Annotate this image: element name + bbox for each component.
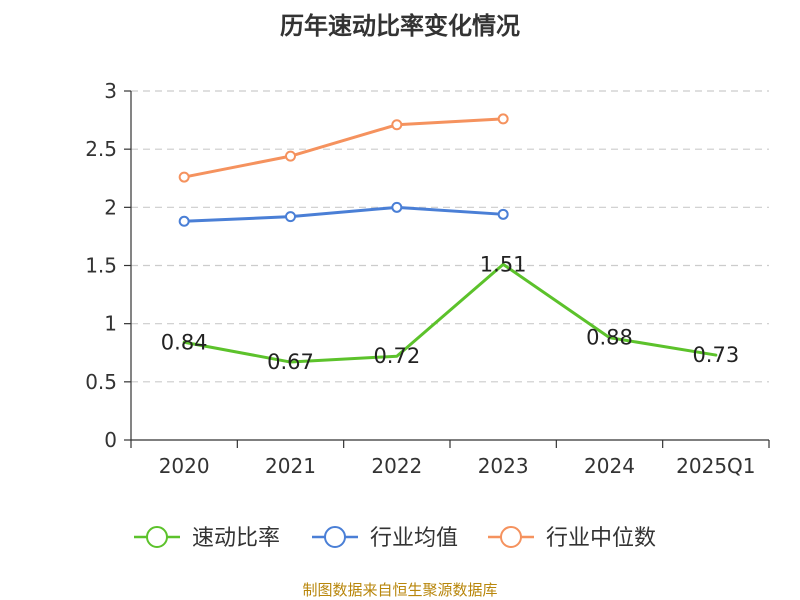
source-note: 制图数据来自恒生聚源数据库	[302, 581, 498, 599]
legend-label: 速动比率	[192, 526, 280, 551]
data-label: 1.51	[480, 252, 527, 276]
x-tick-label: 2021	[265, 454, 316, 478]
x-tick-label: 2023	[478, 454, 529, 478]
data-point	[178, 215, 190, 227]
y-tick-label: 1.5	[85, 254, 117, 278]
x-tick-label: 2020	[159, 454, 210, 478]
legend-marker	[500, 526, 522, 548]
legend[interactable]: 速动比率 行业均值 行业中位数	[134, 526, 656, 551]
legend-label: 行业均值	[370, 526, 458, 551]
data-point	[285, 211, 296, 223]
data-label: 0.88	[586, 326, 633, 350]
y-tick-label: 3	[104, 79, 117, 103]
data-point	[391, 201, 403, 213]
x-tick-label: 2024	[584, 454, 635, 478]
legend-item-1[interactable]: 行业均值	[312, 526, 458, 551]
data-label: 0.73	[692, 343, 739, 367]
data-point	[391, 119, 403, 131]
y-tick-label: 0.5	[85, 370, 117, 394]
data-label: 0.67	[267, 350, 314, 374]
series-lines	[178, 113, 718, 364]
legend-item-2[interactable]: 行业中位数	[488, 526, 656, 551]
x-tick-label: 2022	[371, 454, 422, 478]
y-tick-label: 1	[104, 312, 117, 336]
series-line-0	[182, 262, 718, 364]
y-tick-label: 0	[104, 428, 117, 452]
legend-item-0[interactable]: 速动比率	[134, 526, 280, 551]
data-labels: 0.84 0.67 0.72 1.51 0.88 0.73	[161, 252, 739, 374]
series-line-1	[182, 205, 505, 223]
axes: 0 0.5 1 1.5 2 2.5 3 2020 2021 2022 2023 2024 2025Q1	[85, 79, 770, 478]
series-line-2	[182, 117, 505, 179]
grid-lines	[131, 90, 769, 383]
chart-title: 历年速动比率变化情况	[280, 12, 520, 40]
legend-marker	[324, 526, 346, 548]
data-point	[497, 113, 509, 125]
data-point	[497, 208, 509, 220]
x-tick-label: 2025Q1	[676, 454, 755, 478]
data-point	[285, 150, 296, 162]
legend-marker	[146, 526, 168, 548]
y-tick-label: 2	[104, 195, 117, 219]
data-label: 0.72	[373, 344, 420, 368]
y-tick-label: 2.5	[85, 137, 117, 161]
data-label: 0.84	[161, 330, 208, 354]
data-point	[178, 171, 190, 183]
legend-label: 行业中位数	[546, 526, 656, 551]
